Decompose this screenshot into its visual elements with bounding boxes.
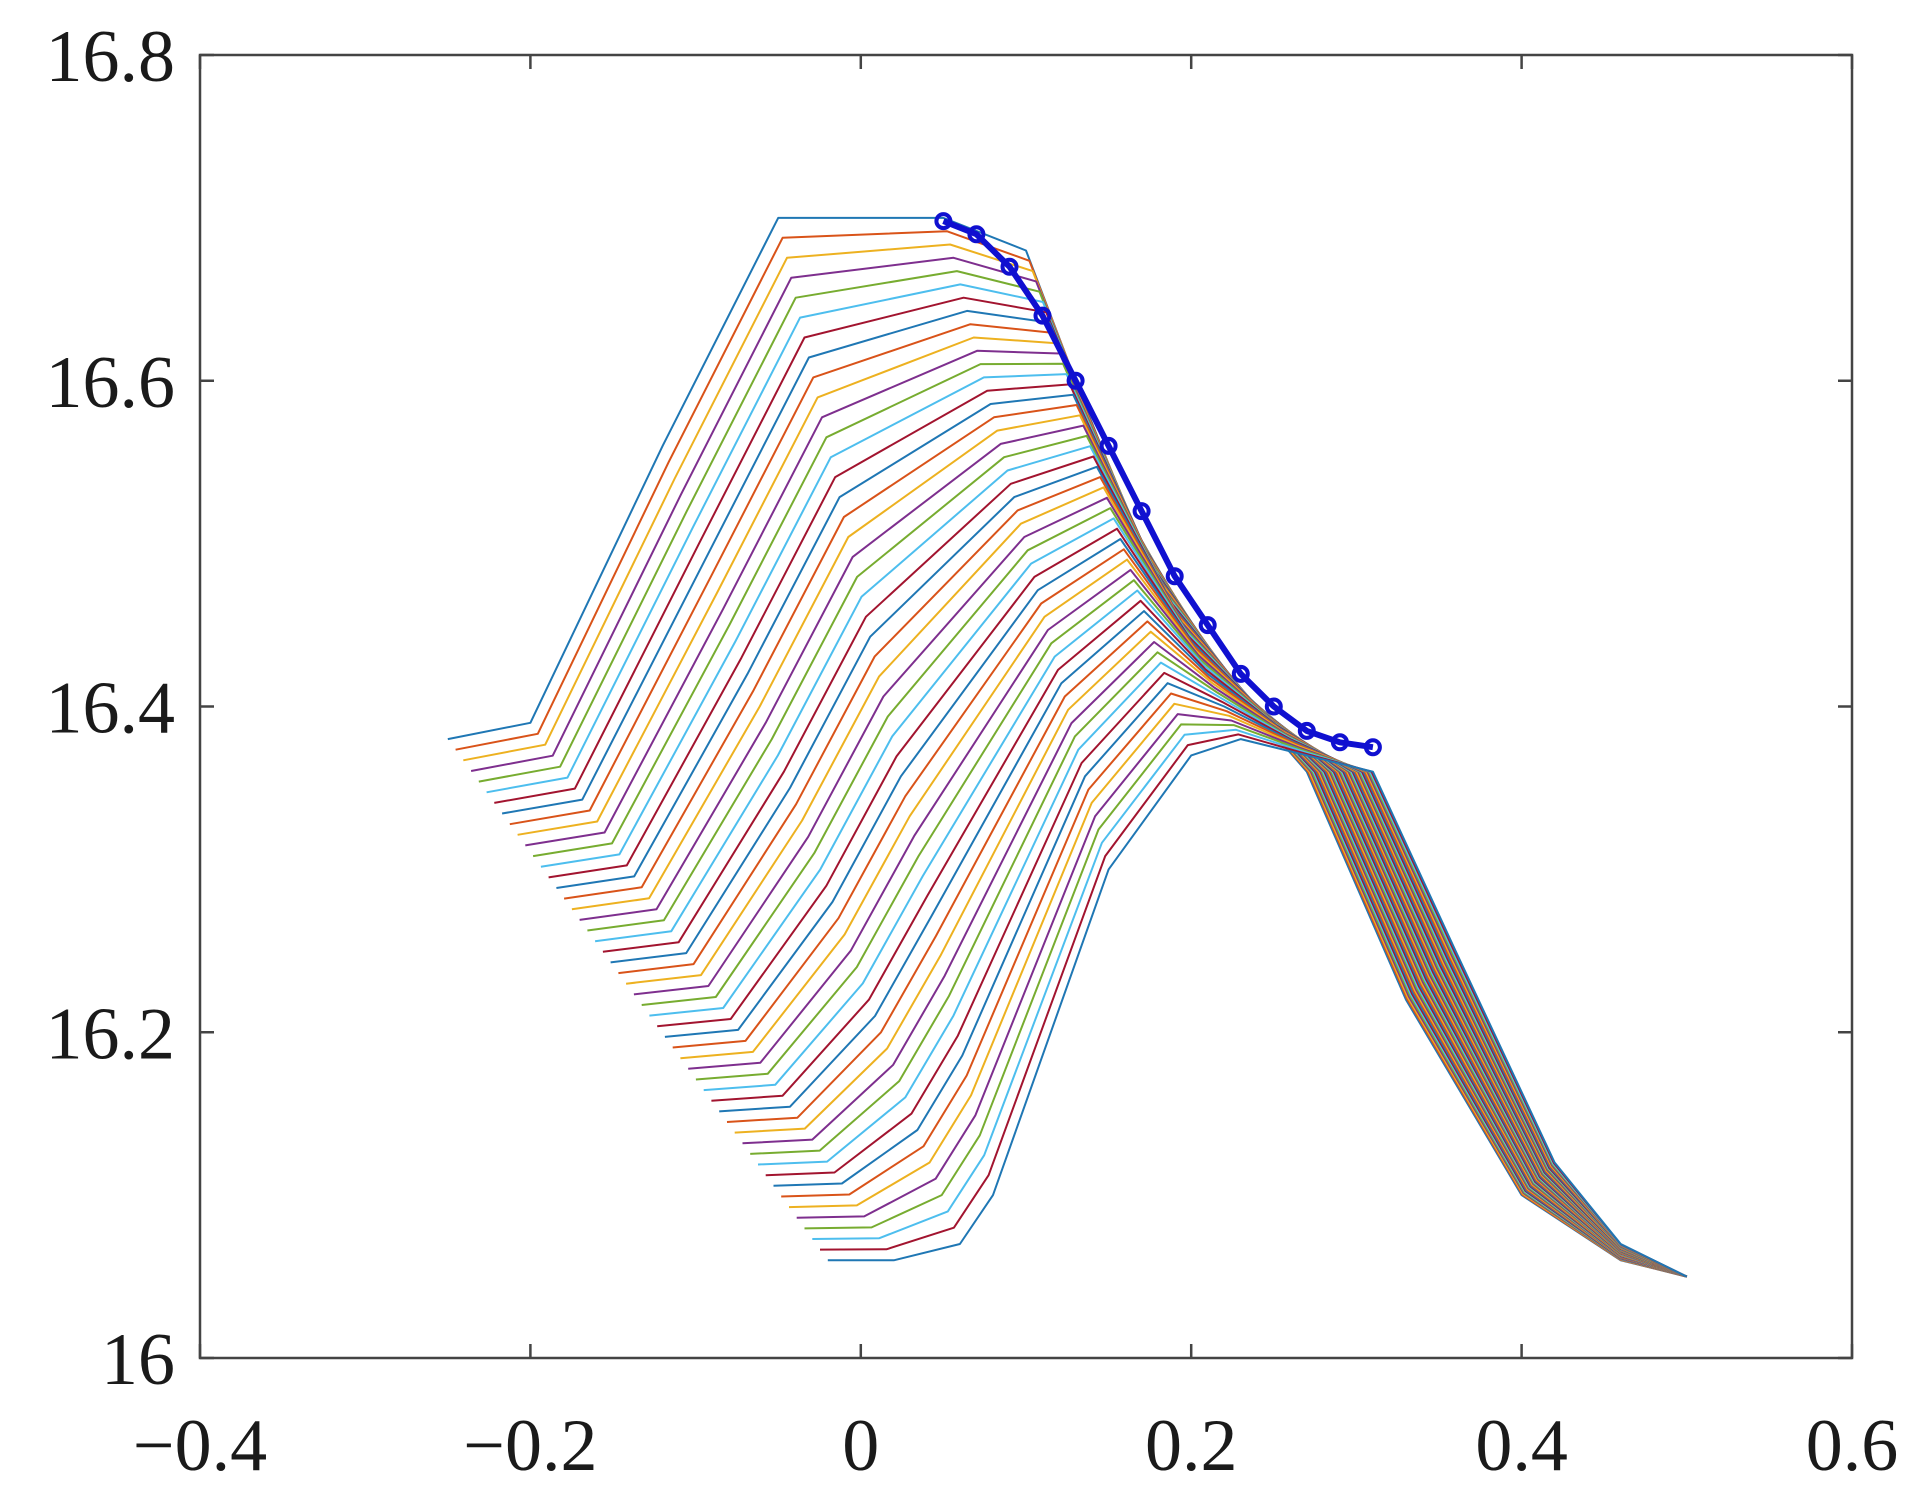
highlight-point bbox=[1033, 306, 1052, 325]
highlight-point bbox=[967, 225, 986, 244]
highlight-point bbox=[1297, 721, 1316, 740]
x-tick-label: 0.6 bbox=[1806, 1405, 1899, 1487]
x-tick-label: 0.2 bbox=[1145, 1405, 1238, 1487]
highlight-point bbox=[1165, 567, 1184, 586]
highlight-point bbox=[1363, 738, 1382, 757]
highlight-point bbox=[1099, 436, 1118, 455]
highlight-point bbox=[1231, 664, 1250, 683]
y-tick-label: 16.6 bbox=[46, 342, 176, 424]
tick-labels: −0.4 −0.2 0 0.2 0.4 0.6 16 16.2 16.4 16.6 16.8 bbox=[46, 16, 1899, 1487]
highlight-point bbox=[1132, 502, 1151, 521]
curve-family bbox=[447, 216, 1688, 1278]
highlight-point bbox=[1264, 697, 1283, 716]
family-curve bbox=[827, 738, 1688, 1278]
x-tick-label: 0 bbox=[842, 1405, 879, 1487]
y-tick-label: 16 bbox=[101, 1319, 175, 1401]
highlight-series bbox=[934, 212, 1382, 757]
x-tick-label: −0.2 bbox=[463, 1405, 597, 1487]
x-tick-label: 0.4 bbox=[1475, 1405, 1568, 1487]
axis-ticks bbox=[198, 53, 1854, 1360]
highlight-point bbox=[934, 212, 953, 231]
x-tick-label: −0.4 bbox=[133, 1405, 267, 1487]
y-tick-label: 16.8 bbox=[46, 16, 176, 98]
y-tick-label: 16.2 bbox=[46, 993, 176, 1075]
highlight-point bbox=[1198, 616, 1217, 635]
y-tick-label: 16.4 bbox=[46, 668, 176, 750]
highlight-point bbox=[1066, 371, 1085, 390]
highlight-point bbox=[1330, 733, 1349, 752]
highlight-point bbox=[1000, 257, 1019, 276]
